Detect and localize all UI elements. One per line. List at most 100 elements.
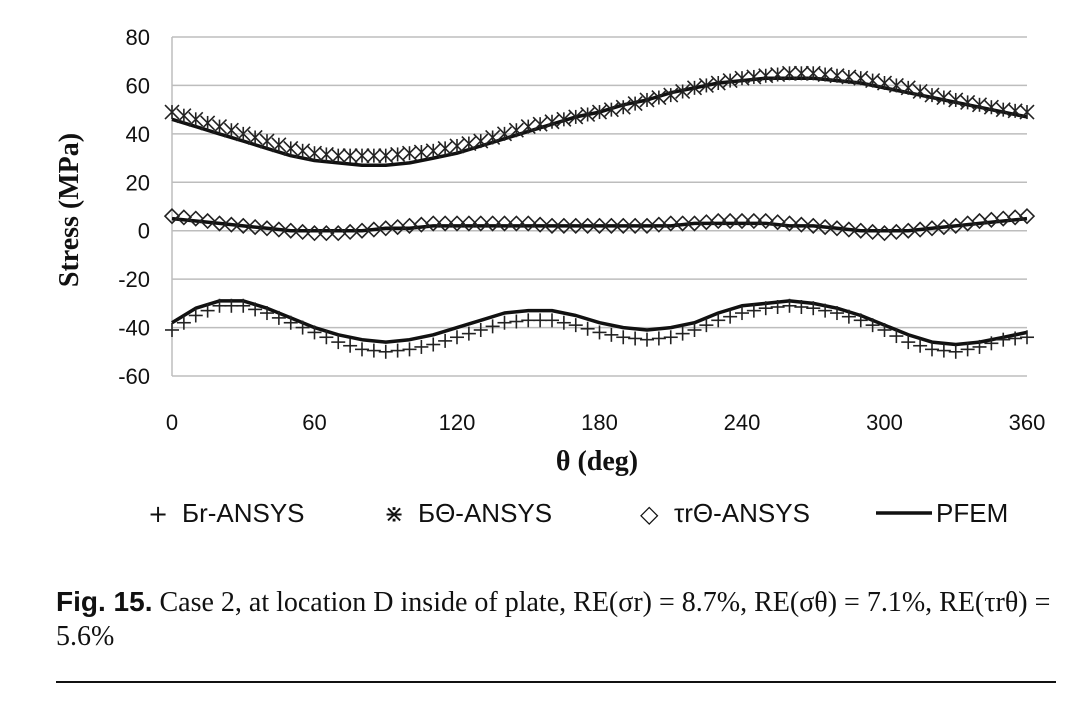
x-tick-label: 120: [439, 410, 476, 435]
data-point-marker: [200, 115, 216, 131]
data-point-marker: [401, 145, 418, 161]
data-point-marker: [531, 216, 549, 233]
data-point-marker: [436, 215, 454, 232]
data-point-marker: [270, 221, 288, 238]
y-tick-label: 0: [138, 219, 150, 244]
data-point-marker: [283, 140, 299, 156]
data-point-marker: [164, 104, 180, 120]
data-point-marker: [258, 220, 276, 237]
data-point-marker: [865, 318, 880, 333]
data-point-marker: [900, 222, 917, 239]
caption-text: Case 2, at location D inside of plate, R…: [56, 587, 1051, 652]
data-point-marker: [735, 306, 749, 321]
data-point-marker: [414, 339, 429, 354]
data-point-marker: [568, 318, 583, 333]
data-point-marker: [888, 223, 905, 241]
data-point-marker: [674, 215, 691, 232]
data-point-marker: [448, 215, 466, 232]
data-point-marker: [1020, 330, 1034, 345]
data-point-marker: [995, 102, 1011, 118]
data-point-marker: [913, 338, 928, 353]
data-point-marker: [568, 109, 584, 125]
data-point-marker: [223, 216, 240, 233]
data-point-marker: [971, 212, 988, 230]
y-tick-label: 20: [126, 170, 150, 195]
data-point-marker: [627, 96, 643, 112]
data-point-marker: [580, 106, 596, 123]
data-point-marker: [318, 146, 334, 163]
data-point-marker: [960, 94, 976, 110]
data-point-marker: [331, 335, 346, 350]
data-point-marker: [401, 217, 418, 235]
data-point-marker: [971, 97, 988, 113]
data-point-marker: [450, 330, 464, 345]
data-point-marker: [781, 65, 798, 81]
data-point-marker: [555, 217, 573, 235]
data-point-marker: [746, 69, 762, 85]
ansys-markers: [163, 65, 1036, 359]
data-point-marker: [472, 215, 489, 232]
data-point-marker: [840, 221, 858, 238]
data-point-marker: [923, 220, 941, 237]
data-point-marker: [805, 65, 821, 81]
data-point-marker: [876, 225, 893, 242]
data-point-marker: [972, 339, 987, 354]
data-point-marker: [591, 217, 608, 235]
data-point-marker: [651, 331, 666, 346]
data-point-marker: [604, 327, 619, 342]
data-point-marker: [282, 222, 299, 239]
data-point-marker: [318, 225, 335, 242]
data-point-marker: [533, 313, 548, 328]
data-point-marker: [841, 69, 857, 85]
y-tick-label: 60: [126, 73, 150, 98]
data-point-marker: [675, 326, 690, 341]
data-point-marker: [307, 325, 322, 340]
data-point-marker: [675, 83, 691, 100]
legend-marker-icon: ◇: [640, 500, 659, 528]
data-point-marker: [235, 217, 252, 235]
data-point-marker: [936, 343, 951, 358]
data-point-marker: [389, 218, 406, 236]
x-tick-label: 180: [581, 410, 618, 435]
stress-chart: 80 60 40 20 0 -20 -40 -60 0 60 120 180 240 300 360 θ …: [54, 25, 1045, 528]
data-point-marker: [615, 217, 632, 235]
data-point-marker: [354, 148, 370, 164]
data-point-marker: [663, 330, 678, 345]
data-point-marker: [900, 80, 916, 96]
data-point-marker: [829, 68, 845, 84]
data-point-marker: [794, 299, 809, 314]
x-tick-labels: 0 60 120 180 240 300 360: [166, 410, 1045, 435]
data-point-marker: [865, 73, 881, 89]
data-point-marker: [579, 217, 596, 235]
data-point-marker: [698, 77, 714, 93]
data-point-marker: [330, 148, 346, 164]
data-point-marker: [295, 320, 310, 335]
data-point-marker: [770, 299, 785, 314]
data-point-marker: [948, 92, 964, 108]
x-tick-label: 0: [166, 410, 178, 435]
data-point-marker: [532, 116, 548, 132]
data-point-marker: [438, 333, 453, 348]
data-point-marker: [187, 210, 204, 227]
data-point-marker: [188, 308, 203, 323]
data-point-marker: [662, 215, 679, 232]
data-point-marker: [236, 298, 251, 313]
legend-marker-icon: +: [148, 500, 168, 528]
data-point-marker: [769, 214, 786, 231]
data-point-marker: [639, 92, 655, 108]
data-point-marker: [781, 215, 798, 232]
data-point-marker: [925, 342, 939, 357]
data-point-marker: [508, 215, 525, 232]
figure-caption: Fig. 15. Case 2, at location D inside of…: [56, 585, 1056, 654]
data-point-marker: [188, 111, 204, 127]
data-point-marker: [686, 215, 703, 232]
data-point-marker: [271, 310, 286, 325]
data-point-marker: [935, 218, 953, 236]
data-point-marker: [247, 129, 263, 146]
y-tick-label: -20: [118, 267, 150, 292]
data-point-marker: [556, 111, 572, 127]
data-point-marker: [936, 89, 952, 106]
data-point-marker: [864, 223, 881, 241]
data-point-marker: [912, 83, 928, 100]
data-point-marker: [496, 215, 513, 232]
